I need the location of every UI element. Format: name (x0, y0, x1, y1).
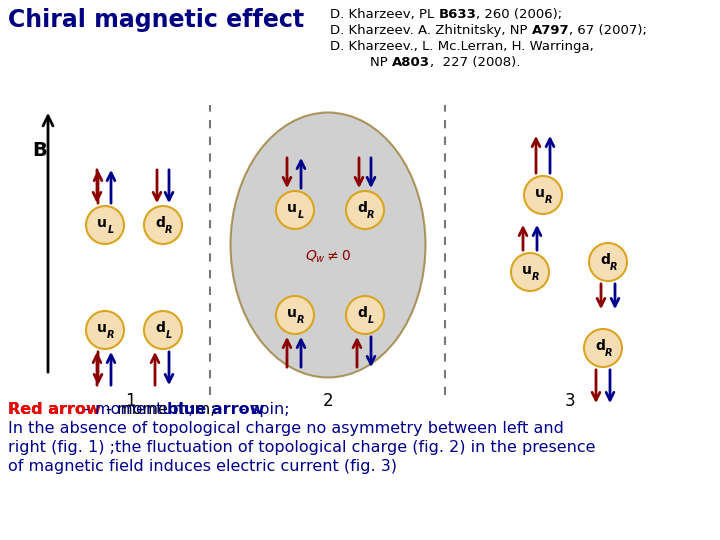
Circle shape (346, 296, 384, 334)
Text: B: B (32, 140, 47, 159)
Text: - momentum;: - momentum; (79, 402, 199, 417)
Text: Red arrow: Red arrow (8, 402, 101, 417)
Text: R: R (611, 262, 618, 272)
Circle shape (346, 191, 384, 229)
Text: u: u (97, 216, 107, 230)
Text: d: d (357, 201, 367, 215)
Text: R: R (545, 195, 553, 205)
Text: L: L (108, 225, 114, 235)
Text: 1: 1 (125, 392, 135, 410)
Ellipse shape (230, 112, 426, 377)
Text: ,  227 (2008).: , 227 (2008). (430, 56, 521, 69)
Circle shape (276, 191, 314, 229)
Text: A803: A803 (392, 56, 430, 69)
Circle shape (276, 296, 314, 334)
Text: , 67 (2007);: , 67 (2007); (570, 24, 647, 37)
Text: In the absence of topological charge no asymmetry between left and: In the absence of topological charge no … (8, 421, 564, 436)
Text: Chiral magnetic effect: Chiral magnetic effect (8, 8, 304, 32)
Text: u: u (287, 306, 297, 320)
Text: of magnetic field induces electric current (fig. 3): of magnetic field induces electric curre… (8, 459, 397, 474)
Text: 2: 2 (323, 392, 333, 410)
Text: u: u (97, 321, 107, 335)
Text: $Q_w\neq 0$: $Q_w\neq 0$ (305, 249, 351, 265)
Text: R: R (166, 225, 173, 235)
Text: D. Kharzeev., L. Mc.Lerran, H. Warringa,: D. Kharzeev., L. Mc.Lerran, H. Warringa, (330, 40, 594, 53)
Text: - momentum;: - momentum; (101, 402, 220, 417)
Text: R: R (107, 330, 114, 340)
Text: u: u (287, 201, 297, 215)
Text: right (fig. 1) ;the fluctuation of topological charge (fig. 2) in the presence: right (fig. 1) ;the fluctuation of topol… (8, 440, 595, 455)
Circle shape (86, 206, 124, 244)
Circle shape (144, 311, 182, 349)
Text: B633: B633 (438, 8, 477, 21)
Text: - spin;: - spin; (235, 402, 289, 417)
Text: R: R (297, 315, 305, 325)
Text: NP: NP (370, 56, 392, 69)
Text: Red arrow: Red arrow (8, 402, 101, 417)
Text: d: d (155, 216, 165, 230)
Text: d: d (155, 321, 165, 335)
Text: D. Kharzeev, PL: D. Kharzeev, PL (330, 8, 438, 21)
Text: u: u (535, 186, 545, 200)
Circle shape (524, 176, 562, 214)
Circle shape (144, 206, 182, 244)
Text: d: d (595, 339, 605, 353)
Text: d: d (357, 306, 367, 320)
Circle shape (511, 253, 549, 291)
Text: d: d (600, 253, 610, 267)
Text: u: u (522, 263, 532, 277)
Text: R: R (532, 272, 540, 282)
Circle shape (86, 311, 124, 349)
Text: R: R (367, 210, 374, 220)
Text: A797: A797 (532, 24, 570, 37)
Text: L: L (166, 330, 172, 340)
Text: D. Kharzeev. A. Zhitnitsky, NP: D. Kharzeev. A. Zhitnitsky, NP (330, 24, 532, 37)
Text: 3: 3 (564, 392, 575, 410)
Text: blue arrow: blue arrow (167, 402, 264, 417)
Text: L: L (298, 210, 304, 220)
Text: L: L (368, 315, 374, 325)
Text: R: R (606, 348, 613, 358)
Circle shape (589, 243, 627, 281)
Circle shape (584, 329, 622, 367)
Text: , 260 (2006);: , 260 (2006); (477, 8, 562, 21)
